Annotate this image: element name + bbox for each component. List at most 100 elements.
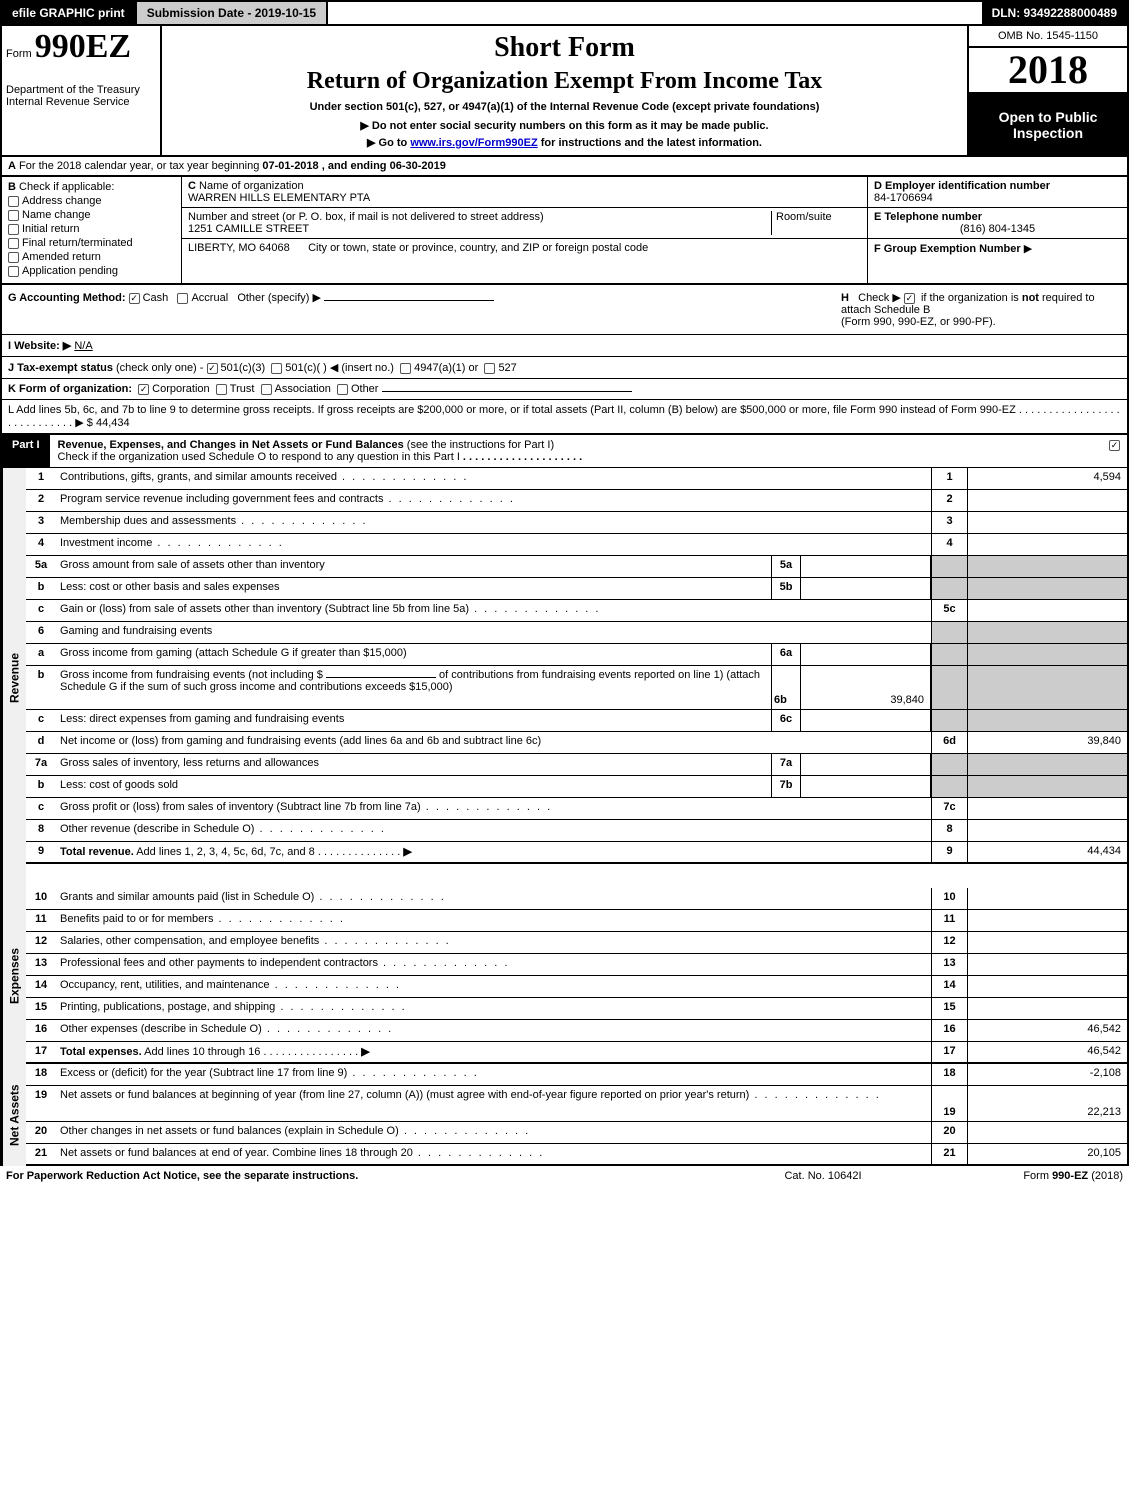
goto-pre: ▶ Go to — [367, 137, 410, 149]
ln-val — [967, 512, 1127, 533]
ln-num: 6 — [26, 622, 56, 643]
goto-post: for instructions and the latest informat… — [541, 137, 762, 149]
checkbox-icon[interactable] — [129, 293, 140, 304]
checkbox-icon[interactable] — [216, 384, 227, 395]
g-other-input[interactable] — [324, 300, 494, 301]
footer-cat-no: Cat. No. 10642I — [723, 1170, 923, 1182]
f-arrow: ▶ — [1024, 243, 1032, 255]
checkbox-icon — [8, 196, 19, 207]
ln-val — [967, 910, 1127, 931]
page-footer: For Paperwork Reduction Act Notice, see … — [0, 1166, 1129, 1186]
part1-check — [1105, 435, 1127, 467]
g-other: Other (specify) ▶ — [237, 292, 321, 304]
cb-name-change[interactable]: Name change — [8, 209, 175, 221]
checkbox-icon[interactable] — [207, 363, 218, 374]
j-detail: (check only one) - — [116, 362, 203, 374]
checkbox-icon[interactable] — [138, 384, 149, 395]
cb-final-return[interactable]: Final return/terminated — [8, 237, 175, 249]
checkbox-icon[interactable] — [484, 363, 495, 374]
ln-desc: Grants and similar amounts paid (list in… — [56, 888, 931, 909]
ln-val: -2,108 — [967, 1064, 1127, 1085]
ln-inner-num: 7a — [771, 754, 801, 775]
line-6c: c Less: direct expenses from gaming and … — [26, 710, 1127, 732]
check-if-label: Check if applicable: — [19, 181, 114, 193]
ln-6b-blank[interactable] — [326, 677, 436, 678]
addr-value: 1251 CAMILLE STREET — [188, 223, 309, 235]
h-not: not — [1022, 292, 1039, 304]
ln-key-shaded — [931, 776, 967, 797]
cell-f-group: F Group Exemption Number ▶ — [868, 239, 1127, 283]
line-5a: 5a Gross amount from sale of assets othe… — [26, 556, 1127, 578]
efile-print-button[interactable]: efile GRAPHIC print — [2, 2, 137, 24]
cb-application-pending[interactable]: Application pending — [8, 265, 175, 277]
line-8: 8 Other revenue (describe in Schedule O)… — [26, 820, 1127, 842]
cb-initial-return[interactable]: Initial return — [8, 223, 175, 235]
ln-key: 20 — [931, 1122, 967, 1143]
ln-val-shaded — [967, 556, 1127, 577]
ein-value: 84-1706694 — [874, 192, 933, 204]
side-label-expenses: Expenses — [2, 888, 26, 1064]
g-label: G Accounting Method: — [8, 292, 126, 304]
checkbox-icon[interactable] — [261, 384, 272, 395]
ln-num: 17 — [26, 1042, 56, 1062]
ln-num: b — [26, 578, 56, 599]
header-right: OMB No. 1545-1150 2018 Open to Public In… — [967, 26, 1127, 155]
g-cash: Cash — [143, 292, 169, 304]
header-mid: Short Form Return of Organization Exempt… — [162, 26, 967, 155]
do-not-enter: ▶ Do not enter social security numbers o… — [172, 119, 957, 132]
line-1: 1 Contributions, gifts, grants, and simi… — [26, 468, 1127, 490]
ln-inner-num: 5a — [771, 556, 801, 577]
ln-key: 3 — [931, 512, 967, 533]
ln-17-rest: Add lines 10 through 16 — [144, 1046, 260, 1058]
k-label: K Form of organization: — [8, 383, 132, 395]
line-3: 3 Membership dues and assessments 3 — [26, 512, 1127, 534]
part1-desc: Revenue, Expenses, and Changes in Net As… — [50, 435, 1105, 467]
line-7b: b Less: cost of goods sold 7b — [26, 776, 1127, 798]
ln-inner-val — [801, 644, 931, 665]
line-6b: b Gross income from fundraising events (… — [26, 666, 1127, 710]
k-other-input[interactable] — [382, 391, 632, 392]
ln-key: 5c — [931, 600, 967, 621]
ln-key: 8 — [931, 820, 967, 841]
ln-inner-val — [801, 776, 931, 797]
checkbox-icon[interactable] — [337, 384, 348, 395]
ln-key: 21 — [931, 1144, 967, 1164]
checkbox-icon[interactable] — [1109, 440, 1120, 451]
dept-line2: Internal Revenue Service — [6, 96, 156, 108]
ln-key-shaded — [931, 622, 967, 643]
open-to-public: Open to Public Inspection — [969, 94, 1127, 155]
checkbox-icon[interactable] — [904, 293, 915, 304]
goto-link[interactable]: www.irs.gov/Form990EZ — [410, 137, 537, 149]
ln-val — [967, 798, 1127, 819]
cb-amended-return[interactable]: Amended return — [8, 251, 175, 263]
checkbox-icon[interactable] — [177, 293, 188, 304]
row-l-gross-receipts: L Add lines 5b, 6c, and 7b to line 9 to … — [0, 400, 1129, 435]
part1-grid: Revenue 1 Contributions, gifts, grants, … — [0, 468, 1129, 1166]
ln-val — [967, 998, 1127, 1019]
cb-address-change[interactable]: Address change — [8, 195, 175, 207]
ln-desc: Salaries, other compensation, and employ… — [56, 932, 931, 953]
ln-key: 7c — [931, 798, 967, 819]
ln-num: 20 — [26, 1122, 56, 1143]
line-4: 4 Investment income 4 — [26, 534, 1127, 556]
ln-key-shaded — [931, 710, 967, 731]
short-form-title: Short Form — [172, 32, 957, 64]
ln-val-shaded — [967, 644, 1127, 665]
dln-label: DLN: 93492288000489 — [982, 2, 1127, 24]
return-title: Return of Organization Exempt From Incom… — [172, 68, 957, 95]
cell-c-city: LIBERTY, MO 64068 City or town, state or… — [182, 239, 867, 283]
ln-key-shaded — [931, 666, 967, 709]
part1-check-text: Check if the organization used Schedule … — [58, 451, 460, 463]
tax-year: 2018 — [969, 48, 1127, 94]
col-b-checkboxes: B Check if applicable: Address change Na… — [2, 177, 182, 283]
j-501c: 501(c)( ) ◀ (insert no.) — [285, 362, 394, 374]
ln-num: 2 — [26, 490, 56, 511]
ln-desc: Net assets or fund balances at beginning… — [56, 1086, 931, 1121]
ln-key-shaded — [931, 556, 967, 577]
checkbox-icon[interactable] — [271, 363, 282, 374]
checkbox-icon[interactable] — [400, 363, 411, 374]
ln-inner-num: 5b — [771, 578, 801, 599]
ln-val — [967, 954, 1127, 975]
ln-val — [967, 534, 1127, 555]
j-527: 527 — [498, 362, 516, 374]
